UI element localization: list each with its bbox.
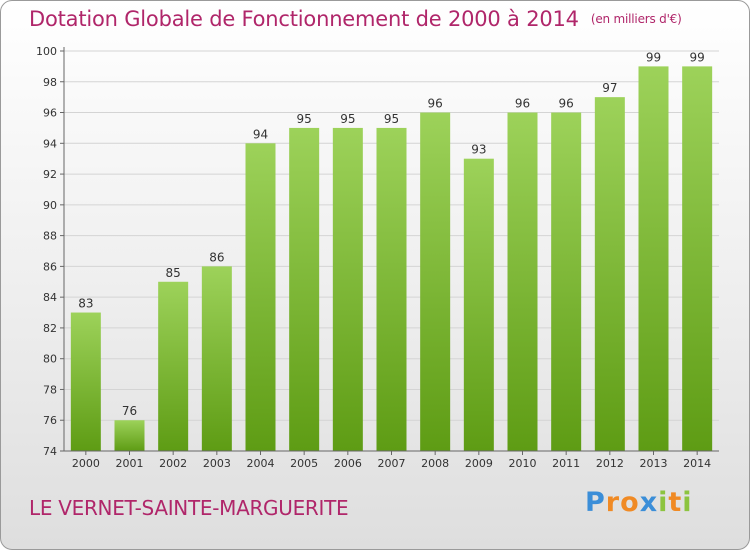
bar — [158, 281, 189, 451]
bar-value-label: 95 — [384, 112, 399, 126]
bar — [463, 158, 494, 451]
logo-letter: P — [585, 487, 606, 518]
bar — [70, 312, 101, 451]
bar — [682, 66, 713, 451]
x-tick-label: 2014 — [683, 457, 711, 470]
x-tick-label: 2007 — [378, 457, 406, 470]
bar — [201, 266, 232, 451]
bar-value-label: 85 — [166, 266, 181, 280]
chart-title: Dotation Globale de Fonctionnement de 20… — [29, 7, 682, 31]
x-tick-label: 2009 — [465, 457, 493, 470]
proxiti-logo: Proxiti — [585, 487, 693, 518]
bar — [551, 112, 582, 452]
x-tick-label: 2002 — [159, 457, 187, 470]
bar-value-label: 96 — [559, 97, 574, 111]
bar-value-label: 94 — [253, 127, 268, 141]
y-tick-label: 98 — [43, 76, 57, 89]
x-tick-label: 2005 — [290, 457, 318, 470]
y-tick-label: 76 — [43, 414, 57, 427]
bar-value-label: 99 — [646, 50, 661, 64]
logo-letter: t — [668, 487, 683, 518]
logo-letter: x — [639, 487, 659, 518]
bar — [638, 66, 669, 451]
x-tick-label: 2004 — [247, 457, 275, 470]
y-tick-label: 96 — [43, 107, 57, 120]
bar — [420, 112, 451, 452]
y-tick-label: 80 — [43, 353, 57, 366]
bar — [507, 112, 538, 452]
y-tick-label: 78 — [43, 383, 57, 396]
bar-value-label: 97 — [602, 81, 617, 95]
y-tick-label: 100 — [36, 45, 57, 58]
bar-value-label: 95 — [340, 112, 355, 126]
x-tick-label: 2001 — [116, 457, 144, 470]
x-tick-label: 2003 — [203, 457, 231, 470]
y-tick-label: 90 — [43, 199, 57, 212]
x-tick-label: 2000 — [72, 457, 100, 470]
logo-letter: r — [605, 487, 621, 518]
chart-unit: (en milliers d'€) — [590, 12, 682, 26]
x-tick-label: 2011 — [552, 457, 580, 470]
bar-value-label: 76 — [122, 404, 137, 418]
x-tick-label: 2013 — [640, 457, 668, 470]
bar — [376, 127, 407, 451]
bar-value-label: 96 — [515, 97, 530, 111]
y-tick-label: 86 — [43, 260, 57, 273]
bar — [332, 127, 363, 451]
y-tick-label: 88 — [43, 230, 57, 243]
x-tick-label: 2012 — [596, 457, 624, 470]
bar — [289, 127, 320, 451]
bar-value-label: 83 — [78, 297, 93, 311]
bar — [594, 97, 625, 452]
y-tick-label: 74 — [43, 445, 57, 458]
town-name: LE VERNET-SAINTE-MARGUERITE — [29, 496, 349, 520]
y-tick-label: 84 — [43, 291, 57, 304]
logo-letter: i — [658, 487, 669, 518]
logo-letter: o — [620, 487, 640, 518]
bar-value-label: 93 — [471, 143, 486, 157]
y-tick-label: 94 — [43, 137, 57, 150]
y-tick-label: 82 — [43, 322, 57, 335]
bar-value-label: 99 — [690, 50, 705, 64]
x-tick-label: 2006 — [334, 457, 362, 470]
y-tick-label: 92 — [43, 168, 57, 181]
x-tick-label: 2008 — [421, 457, 449, 470]
bar-value-label: 95 — [297, 112, 312, 126]
x-tick-label: 2010 — [509, 457, 537, 470]
bar — [245, 143, 276, 452]
bar-value-label: 96 — [428, 97, 443, 111]
bar — [114, 420, 145, 451]
bar-value-label: 86 — [209, 250, 224, 264]
logo-letter: i — [682, 487, 693, 518]
